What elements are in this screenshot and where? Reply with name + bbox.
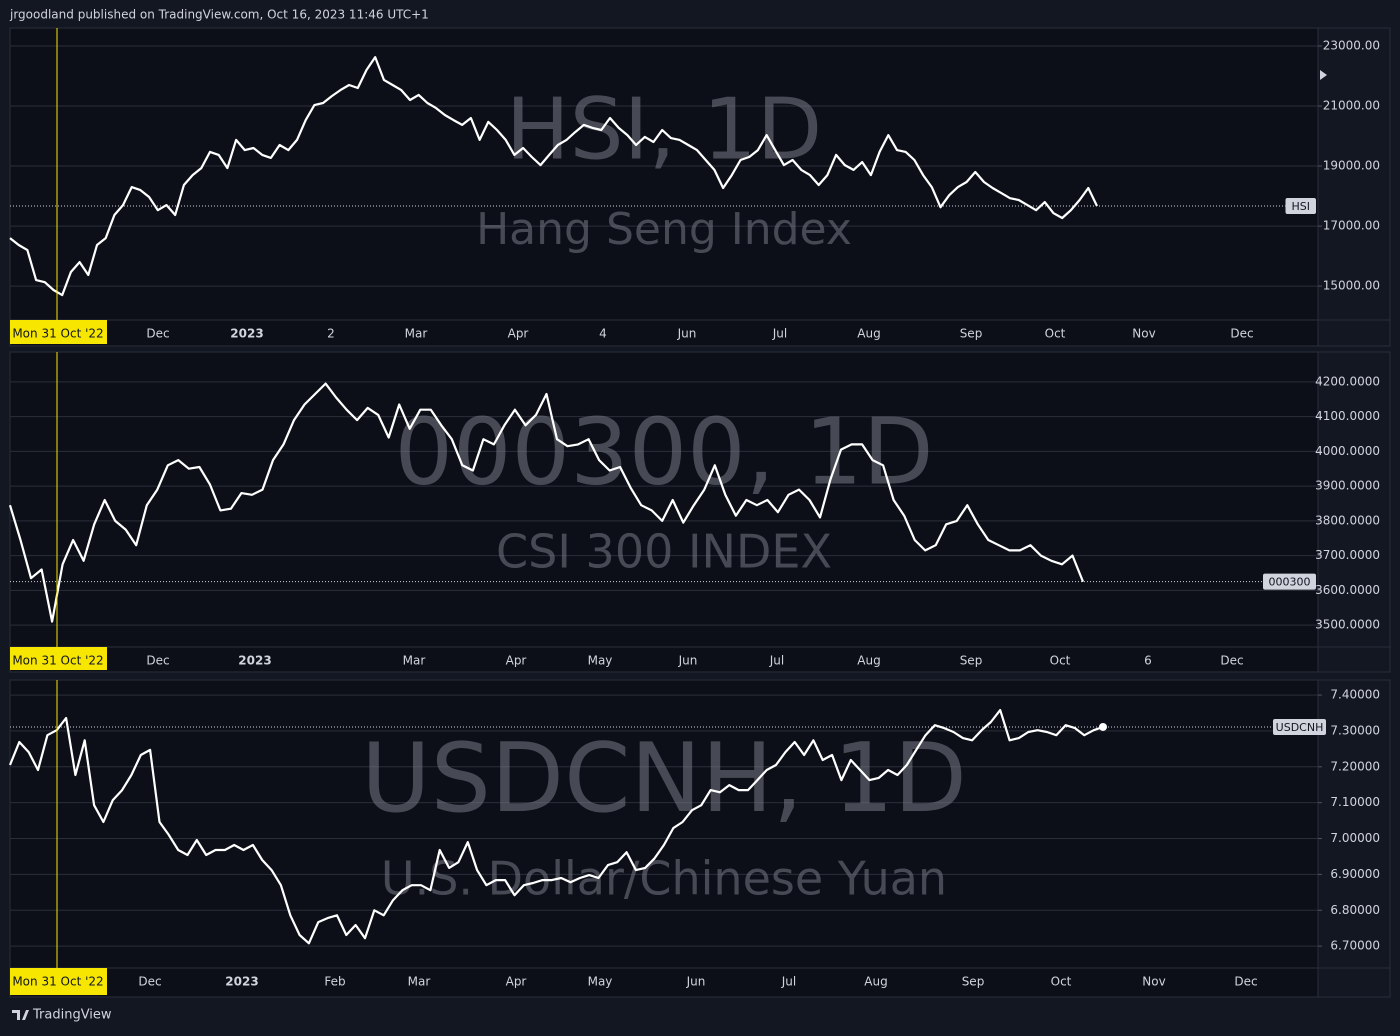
x-tick-label: Oct: [1045, 327, 1066, 341]
y-tick-label: 3600.0000: [1315, 583, 1380, 597]
watermark-title: HSI, 1D: [506, 80, 823, 179]
y-tick-label: 4100.0000: [1315, 409, 1380, 423]
x-tick-label: Apr: [508, 327, 529, 341]
x-tick-label: Oct: [1051, 975, 1072, 989]
crosshair-label-box: [10, 320, 107, 344]
y-tick-label: 21000.00: [1323, 99, 1380, 113]
x-tick-label: Apr: [506, 975, 527, 989]
x-tick-label: 2023: [230, 327, 263, 341]
x-tick-label: Jun: [686, 975, 706, 989]
x-tick-label: Dec: [1234, 975, 1257, 989]
x-tick-label: Dec: [1230, 327, 1253, 341]
x-tick-label: Dec: [146, 654, 169, 668]
chart-pane: 3500.0000 3600.0000 3700.0000 3800.0000 3900…: [8, 351, 1391, 673]
y-tick-label: 17000.00: [1323, 219, 1380, 233]
x-tick-label: Feb: [324, 975, 345, 989]
chart-pane: 15000.00 17000.00 19000.00 21000.00 23000.00…: [9, 27, 1391, 347]
symbol-tag-box: [1273, 718, 1326, 735]
price-line: [8, 382, 1085, 623]
x-tick-label: 2023: [225, 975, 258, 989]
y-tick-label: 4200.0000: [1315, 374, 1380, 388]
x-tick-label: Dec: [1220, 654, 1243, 668]
symbol-tag: HSI: [1292, 200, 1311, 213]
x-tick-label: Aug: [857, 654, 880, 668]
y-tick-label: 7.00000: [1330, 831, 1380, 845]
watermark-title: 000300, 1D: [394, 398, 933, 505]
plot-area: [9, 27, 1319, 347]
scroll-arrow[interactable]: [1320, 70, 1327, 80]
y-tick-label: 6.90000: [1330, 867, 1380, 881]
crosshair-label: Mon 31 Oct '22: [12, 654, 103, 668]
y-tick-label: 6.70000: [1330, 939, 1380, 953]
x-tick-label: Apr: [506, 654, 527, 668]
symbol-tag: USDCNH: [1276, 721, 1324, 734]
x-tick-label: Mar: [408, 975, 431, 989]
x-tick-label: 4: [599, 327, 607, 341]
y-tick-label: 7.40000: [1330, 688, 1380, 702]
crosshair-label: Mon 31 Oct '22: [12, 975, 103, 989]
crosshair-label: Mon 31 Oct '22: [12, 327, 103, 341]
symbol-tag-box: [1263, 573, 1316, 590]
x-tick-label: Jun: [677, 327, 697, 341]
crosshair-label-box: [10, 647, 107, 670]
y-tick-label: 19000.00: [1323, 159, 1380, 173]
y-tick-label: 7.10000: [1330, 795, 1380, 809]
x-tick-label: May: [588, 654, 613, 668]
x-tick-label: Sep: [962, 975, 985, 989]
x-tick-label: Nov: [1142, 975, 1165, 989]
y-tick-label: 6.80000: [1330, 903, 1380, 917]
watermark-subtitle: Hang Seng Index: [476, 204, 852, 255]
y-tick-label: 3900.0000: [1315, 479, 1380, 493]
x-tick-label: Oct: [1050, 654, 1071, 668]
symbol-tag: 000300: [1269, 576, 1311, 589]
watermark-subtitle: U.S. Dollar/Chinese Yuan: [381, 852, 947, 906]
x-tick-label: Mar: [405, 327, 428, 341]
y-tick-label: 4000.0000: [1315, 444, 1380, 458]
crosshair-label-box: [10, 968, 107, 995]
price-line: [8, 709, 1104, 945]
x-tick-label: 2: [327, 327, 335, 341]
price-line: [9, 56, 1098, 297]
x-tick-label: 6: [1144, 654, 1152, 668]
x-tick-label: Sep: [960, 327, 983, 341]
pane-border: [9, 27, 1391, 347]
y-tick-label: 3700.0000: [1315, 548, 1380, 562]
x-tick-label: Jun: [678, 654, 698, 668]
publish-info: jrgoodland published on TradingView.com,…: [9, 8, 429, 22]
x-tick-label: Jul: [769, 654, 784, 668]
x-tick-label: Aug: [864, 975, 887, 989]
x-tick-label: Aug: [857, 327, 880, 341]
x-tick-label: 2023: [238, 654, 271, 668]
plot-area: [9, 351, 1319, 673]
symbol-tag-box: [1285, 197, 1316, 214]
y-tick-label: 3800.0000: [1315, 513, 1380, 527]
footer-brand: TradingView: [32, 1008, 112, 1023]
watermark-title: USDCNH, 1D: [361, 724, 967, 834]
x-tick-label: Jul: [772, 327, 787, 341]
pane-border: [9, 351, 1391, 673]
x-tick-label: May: [588, 975, 613, 989]
last-point: [1099, 722, 1107, 731]
x-tick-label: Dec: [146, 327, 169, 341]
x-tick-label: Dec: [138, 975, 161, 989]
y-tick-label: 15000.00: [1323, 279, 1380, 293]
x-tick-label: Jul: [781, 975, 796, 989]
y-tick-label: 23000.00: [1323, 39, 1380, 53]
y-tick-label: 7.20000: [1330, 759, 1380, 773]
x-tick-label: Nov: [1132, 327, 1155, 341]
tradingview-logo: [12, 1010, 29, 1020]
x-tick-label: Mar: [403, 654, 426, 668]
y-tick-label: 3500.0000: [1315, 618, 1380, 632]
x-tick-label: Sep: [960, 654, 983, 668]
watermark-subtitle: CSI 300 INDEX: [496, 525, 832, 579]
chart-pane: 6.70000 6.80000 6.90000 7.00000 7.10000 7.200…: [8, 679, 1391, 998]
y-tick-label: 7.30000: [1330, 723, 1380, 737]
